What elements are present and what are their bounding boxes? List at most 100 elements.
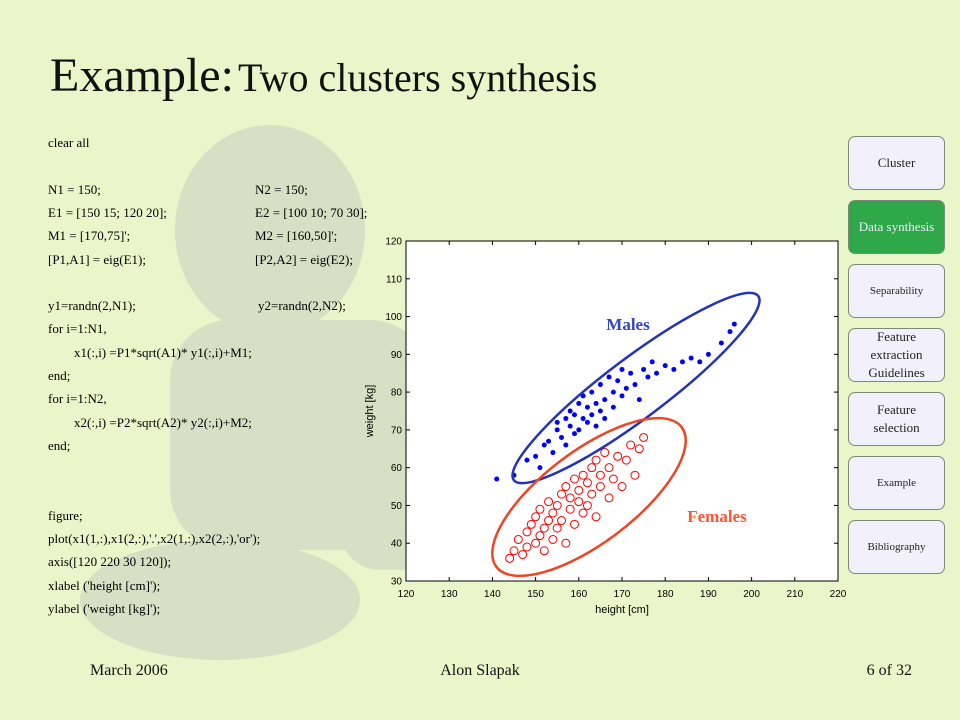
- data-point: [559, 434, 565, 440]
- code-line: [P2,A2] = eig(E2);: [255, 251, 353, 267]
- data-point: [662, 363, 668, 369]
- nav-button[interactable]: Feature selection: [848, 392, 945, 446]
- data-point: [587, 463, 597, 473]
- data-point: [595, 482, 605, 492]
- data-point: [576, 400, 582, 406]
- data-point: [580, 393, 586, 399]
- data-point: [531, 512, 541, 522]
- x-tick-label: 150: [527, 589, 544, 600]
- data-point: [632, 382, 638, 388]
- data-point: [531, 538, 541, 548]
- data-point: [626, 440, 636, 450]
- data-point: [630, 470, 640, 480]
- data-point: [623, 385, 629, 391]
- data-point: [574, 497, 584, 507]
- data-point: [591, 512, 601, 522]
- data-point: [671, 366, 677, 372]
- data-point: [571, 431, 577, 437]
- nav-button[interactable]: Example: [848, 456, 945, 510]
- data-point: [610, 389, 616, 395]
- nav-button[interactable]: Bibliography: [848, 520, 945, 574]
- data-point: [539, 523, 549, 533]
- data-point: [600, 448, 610, 458]
- x-tick-label: 170: [614, 589, 631, 600]
- data-point: [613, 451, 623, 461]
- data-point: [606, 374, 612, 380]
- code-line: N1 = 150;: [48, 181, 101, 197]
- code-line: end;: [48, 368, 71, 383]
- data-point: [731, 321, 737, 327]
- data-point: [604, 463, 614, 473]
- footer-date: March 2006: [90, 662, 168, 679]
- slide-title: Example: Two clusters synthesis: [50, 48, 597, 103]
- data-point: [584, 419, 590, 425]
- data-point: [589, 389, 595, 395]
- data-point: [574, 485, 584, 495]
- x-tick-label: 130: [441, 589, 458, 600]
- code-line: for i=1:N2,: [48, 391, 107, 407]
- data-point: [593, 400, 599, 406]
- footer-page: 6 of 32: [866, 662, 912, 679]
- data-point: [571, 412, 577, 418]
- data-point: [628, 370, 634, 376]
- data-point: [580, 416, 586, 422]
- code-line: x1(:,i) =P1*sqrt(A1)* y1(:,i)+M1;: [74, 344, 252, 360]
- males-ellipse: [511, 291, 761, 485]
- data-point: [522, 527, 532, 537]
- nav-button[interactable]: Feature extraction Guidelines: [848, 328, 945, 382]
- data-point: [533, 453, 539, 459]
- code-line: figure;: [48, 507, 83, 523]
- data-point: [602, 416, 608, 422]
- data-point: [697, 359, 703, 365]
- data-point: [554, 427, 560, 433]
- data-point: [595, 470, 605, 480]
- data-point: [518, 550, 528, 560]
- code-line: end;: [48, 437, 71, 453]
- data-point: [619, 393, 625, 399]
- data-point: [645, 374, 651, 380]
- y-tick-label: 80: [391, 388, 403, 399]
- x-axis-label: height [cm]: [595, 604, 649, 616]
- data-point: [513, 534, 523, 544]
- data-point: [679, 359, 685, 365]
- data-point: [546, 438, 552, 444]
- data-point: [548, 508, 558, 518]
- data-point: [563, 416, 569, 422]
- code-line: for i=1:N1,: [48, 321, 107, 337]
- data-point: [541, 442, 547, 448]
- data-point: [654, 370, 660, 376]
- data-point: [544, 497, 554, 507]
- data-point: [589, 412, 595, 418]
- code-line: ylabel ('weight [kg]');: [48, 601, 161, 616]
- data-point: [552, 500, 562, 510]
- code-line: axis([120 220 30 120]);: [48, 554, 172, 570]
- data-point: [587, 489, 597, 499]
- data-point: [535, 504, 545, 514]
- data-point: [505, 553, 515, 563]
- nav-button[interactable]: Separability: [848, 264, 945, 318]
- nav-button[interactable]: Cluster: [848, 136, 945, 190]
- y-tick-label: 50: [391, 501, 403, 512]
- data-point: [567, 408, 573, 414]
- data-point: [608, 474, 618, 484]
- data-point: [537, 465, 543, 471]
- data-point: [641, 366, 647, 372]
- data-point: [593, 423, 599, 429]
- data-point: [591, 455, 601, 465]
- x-tick-label: 220: [830, 589, 847, 600]
- data-point: [602, 397, 608, 403]
- y-tick-label: 40: [391, 539, 403, 550]
- data-point: [718, 340, 724, 346]
- x-tick-label: 140: [484, 589, 501, 600]
- data-point: [557, 516, 567, 526]
- code-line: clear all: [48, 135, 90, 150]
- code-line: xlabel ('height [cm]');: [48, 577, 161, 593]
- y-tick-label: 120: [385, 237, 402, 248]
- annotation: Males: [606, 315, 650, 334]
- y-tick-label: 100: [385, 312, 402, 323]
- title-lead: Example:: [50, 49, 234, 102]
- data-point: [509, 546, 519, 556]
- code-line: y1=randn(2,N1);: [48, 298, 136, 314]
- nav-button[interactable]: Data synthesis: [848, 200, 945, 254]
